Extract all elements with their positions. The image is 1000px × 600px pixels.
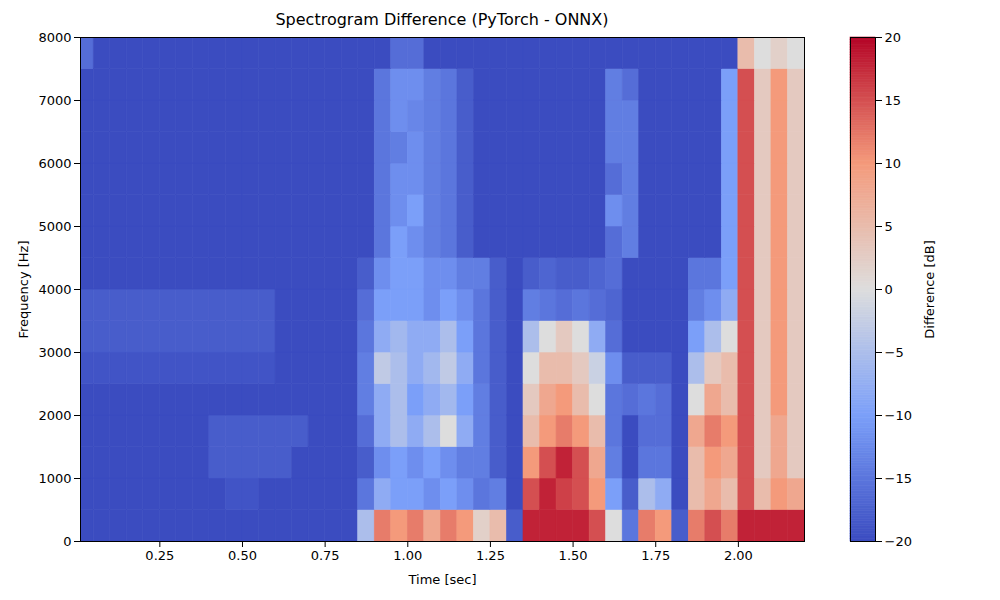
- svg-text:0.25: 0.25: [145, 548, 174, 563]
- svg-text:8000: 8000: [38, 30, 71, 45]
- svg-text:2000: 2000: [38, 408, 71, 423]
- svg-text:1.50: 1.50: [559, 548, 588, 563]
- svg-text:6000: 6000: [38, 156, 71, 171]
- svg-text:1000: 1000: [38, 471, 71, 486]
- svg-text:0.75: 0.75: [311, 548, 340, 563]
- svg-text:5000: 5000: [38, 219, 71, 234]
- html-text:Spectrogram Difference (PyTorc: Spectrogram Difference (PyTorch - ONNX): [275, 10, 609, 29]
- svg-text:0.50: 0.50: [228, 548, 257, 563]
- svg-text:1.00: 1.00: [393, 548, 422, 563]
- svg-text:Time [sec]: Time [sec]: [407, 572, 476, 587]
- svg-text:5: 5: [885, 219, 893, 234]
- svg-text:4000: 4000: [38, 282, 71, 297]
- svg-text:−10: −10: [885, 408, 912, 423]
- svg-text:−15: −15: [885, 471, 912, 486]
- svg-text:7000: 7000: [38, 93, 71, 108]
- svg-text:0: 0: [63, 534, 71, 549]
- svg-text:−5: −5: [885, 345, 904, 360]
- svg-text:1.25: 1.25: [476, 548, 505, 563]
- svg-text:0: 0: [885, 282, 893, 297]
- svg-text:3000: 3000: [38, 345, 71, 360]
- svg-text:Frequency [Hz]: Frequency [Hz]: [16, 240, 31, 338]
- svg-text:−20: −20: [885, 534, 912, 549]
- svg-text:Difference [dB]: Difference [dB]: [922, 240, 937, 338]
- svg-text:1.75: 1.75: [641, 548, 670, 563]
- svg-text:2.00: 2.00: [724, 548, 753, 563]
- svg-text:10: 10: [885, 156, 902, 171]
- svg-text:20: 20: [885, 30, 902, 45]
- svg-text:15: 15: [885, 93, 902, 108]
